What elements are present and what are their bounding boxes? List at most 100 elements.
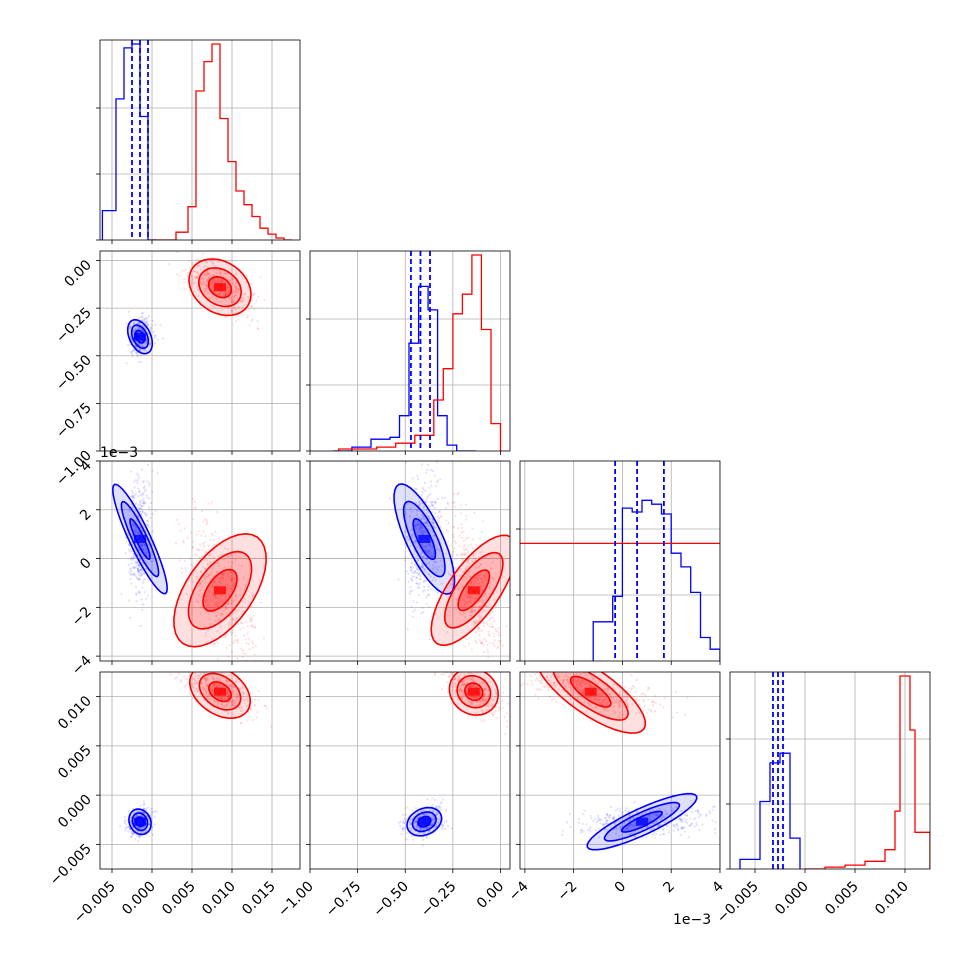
scatter-point — [181, 539, 184, 543]
scatter-point — [231, 701, 234, 704]
scatter-point — [137, 487, 140, 490]
scatter-point — [461, 598, 464, 602]
scatter-point — [142, 548, 145, 551]
scatter-point — [473, 600, 476, 603]
scatter-point — [452, 550, 455, 553]
scatter-point — [213, 580, 216, 583]
scatter-point — [204, 635, 207, 638]
scatter-point — [206, 280, 209, 283]
scatter-point — [207, 277, 210, 280]
scatter-point — [419, 531, 423, 534]
scatter-point — [233, 639, 237, 642]
scatter-point — [234, 291, 238, 294]
scatter-point — [452, 526, 455, 529]
scatter-point — [495, 630, 498, 633]
scatter-point — [142, 811, 145, 814]
scatter-point — [142, 603, 145, 606]
scatter-point — [251, 666, 253, 668]
scatter-point — [474, 639, 477, 643]
scatter-point — [482, 574, 485, 577]
scatter-point — [196, 276, 199, 279]
scatter-point — [652, 704, 655, 707]
scatter-point — [189, 668, 191, 670]
scatter-point — [491, 642, 495, 645]
scatter-point — [235, 609, 238, 613]
scatter-point — [663, 697, 666, 700]
scatter-point — [420, 524, 423, 527]
scatter-point — [486, 623, 489, 626]
scatter-point — [415, 576, 418, 579]
scatter-point — [175, 273, 179, 276]
scatter-point — [213, 594, 216, 597]
scatter-point — [199, 606, 202, 609]
scatter-point — [481, 550, 484, 553]
scatter-point — [245, 620, 248, 624]
scatter-point — [144, 577, 147, 581]
scatter-point — [232, 306, 236, 309]
scatter-point — [478, 565, 481, 568]
scatter-point — [415, 555, 418, 558]
scatter-point — [499, 634, 502, 637]
scatter-point — [133, 494, 136, 497]
scatter-point — [202, 530, 205, 533]
scatter-point — [241, 656, 244, 659]
scatter-point — [242, 634, 246, 637]
scatter-point — [234, 288, 237, 291]
scatter-point — [214, 619, 217, 622]
scatter-point — [140, 544, 143, 547]
scatter-point — [431, 797, 434, 800]
scatter-point — [634, 691, 637, 694]
scatter-point — [181, 571, 184, 574]
scatter-point — [237, 318, 240, 321]
scatter-point — [234, 307, 237, 310]
scatter-point — [140, 505, 144, 508]
scatter-point — [475, 582, 478, 585]
scatter-point — [219, 270, 222, 273]
scatter-point — [138, 507, 142, 510]
scatter-point — [219, 696, 222, 699]
scatter-point — [414, 564, 418, 567]
scatter-point — [204, 581, 207, 584]
scatter-point — [221, 279, 224, 282]
scatter-point — [204, 567, 207, 571]
scatter-point — [480, 530, 483, 534]
scatter-point — [466, 559, 469, 562]
scatter-point — [697, 816, 701, 819]
scatter-point — [423, 568, 426, 571]
scatter-point — [195, 578, 198, 581]
scatter-point — [414, 524, 417, 527]
scatter-point — [434, 565, 437, 568]
scatter-point — [479, 563, 483, 566]
scatter-point — [235, 680, 238, 683]
scatter-point — [135, 561, 138, 564]
scatter-point — [496, 717, 499, 720]
scatter-point — [494, 605, 497, 608]
scatter-point — [138, 577, 141, 581]
scatter-point — [186, 681, 189, 684]
scatter-point — [209, 715, 212, 719]
scatter-point — [227, 291, 230, 294]
scatter-point — [190, 662, 192, 664]
scatter-point — [672, 823, 675, 827]
scatter-point — [146, 651, 148, 653]
scatter-point — [222, 573, 225, 576]
scatter-point — [484, 576, 487, 579]
scatter-point — [216, 279, 219, 282]
scatter-point — [204, 535, 207, 538]
histogram-blue-series — [592, 499, 720, 661]
scatter-point — [146, 323, 149, 326]
scatter-point — [206, 575, 209, 578]
scatter-point — [458, 612, 461, 615]
scatter-point — [129, 568, 132, 571]
scatter-point — [226, 694, 229, 698]
scatter-point — [239, 299, 242, 303]
scatter-point — [205, 278, 208, 281]
scatter-point — [419, 577, 422, 581]
scatter-point — [131, 825, 134, 828]
scatter-point — [693, 825, 696, 828]
scatter-point — [212, 281, 215, 284]
scatter-point — [208, 574, 211, 577]
scatter-point — [474, 580, 477, 583]
scatter-point — [224, 293, 227, 296]
scatter-point — [143, 490, 146, 493]
